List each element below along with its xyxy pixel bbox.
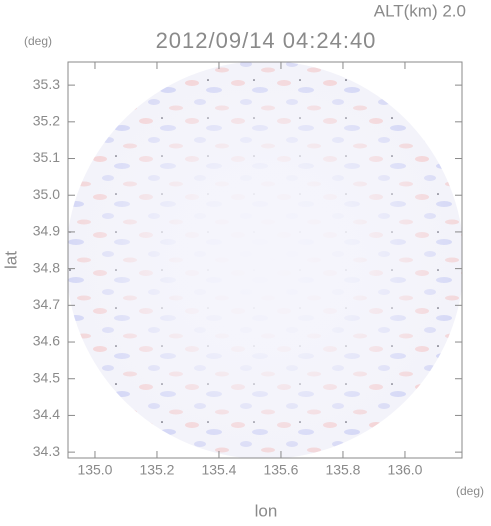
plot-frame [67, 61, 463, 459]
y-tick-label: 34.7 [33, 296, 60, 312]
y-tick-label: 35.1 [33, 149, 60, 165]
chart-title: 2012/09/14 04:24:40 [156, 28, 377, 53]
y-tick-label: 35.0 [33, 186, 60, 202]
y-tick-label: 34.8 [33, 259, 60, 275]
x-axis-label: lon [255, 501, 278, 520]
x-tick-label: 135.8 [325, 462, 360, 478]
y-tick-label: 34.5 [33, 369, 60, 385]
x-tick-label: 135.6 [263, 462, 298, 478]
x-unit: (deg) [456, 484, 484, 498]
y-tick-label: 34.6 [33, 333, 60, 349]
y-tick-label: 34.4 [33, 406, 60, 422]
x-tick-label: 136.0 [387, 462, 422, 478]
y-tick-label: 34.9 [33, 223, 60, 239]
radar-field [68, 62, 462, 458]
x-tick-label: 135.0 [77, 462, 112, 478]
y-tick-label: 34.3 [33, 443, 60, 459]
y-tick-label: 35.2 [33, 113, 60, 129]
y-axis-label: lat [1, 251, 20, 269]
annotation: ALT(km) 2.0 [374, 1, 466, 20]
x-tick-label: 135.2 [139, 462, 174, 478]
y-tick-label: 35.3 [33, 76, 60, 92]
x-tick-label: 135.4 [201, 462, 236, 478]
y-unit: (deg) [24, 34, 52, 48]
